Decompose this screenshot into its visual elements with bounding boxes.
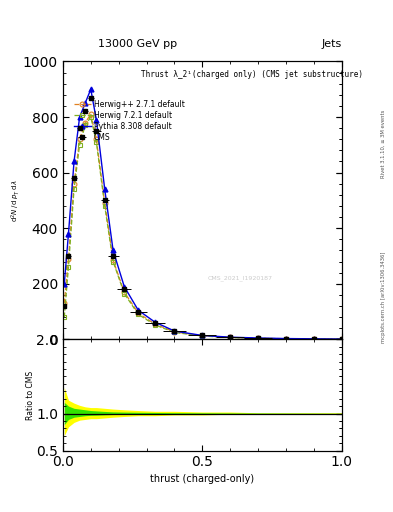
Line: Herwig++ 2.7.1 default: Herwig++ 2.7.1 default xyxy=(62,112,344,342)
Pythia 8.308 default xyxy=(228,334,233,340)
Pythia 8.308 default xyxy=(66,231,71,237)
Text: mcplots.cern.ch [arXiv:1306.3436]: mcplots.cern.ch [arXiv:1306.3436] xyxy=(381,251,386,343)
Pythia 8.308 default xyxy=(340,336,344,342)
Herwig++ 2.7.1 default xyxy=(340,336,344,342)
Herwig++ 2.7.1 default xyxy=(77,136,82,142)
Herwig 7.2.1 default xyxy=(94,139,99,145)
Herwig 7.2.1 default xyxy=(228,334,233,340)
Herwig++ 2.7.1 default xyxy=(200,333,205,339)
Text: 13000 GeV pp: 13000 GeV pp xyxy=(98,38,177,49)
Line: Herwig 7.2.1 default: Herwig 7.2.1 default xyxy=(62,115,344,342)
Herwig++ 2.7.1 default xyxy=(88,111,93,117)
Text: Rivet 3.1.10, ≥ 3M events: Rivet 3.1.10, ≥ 3M events xyxy=(381,109,386,178)
Pythia 8.308 default xyxy=(94,117,99,123)
Herwig 7.2.1 default xyxy=(340,336,344,342)
Line: Pythia 8.308 default: Pythia 8.308 default xyxy=(62,87,344,342)
Pythia 8.308 default xyxy=(284,335,288,342)
Herwig 7.2.1 default xyxy=(102,203,107,209)
Herwig 7.2.1 default xyxy=(62,314,67,320)
Pythia 8.308 default xyxy=(88,86,93,92)
Herwig++ 2.7.1 default xyxy=(312,336,316,342)
Pythia 8.308 default xyxy=(72,158,76,164)
Herwig 7.2.1 default xyxy=(136,311,141,317)
Pythia 8.308 default xyxy=(111,247,116,253)
Herwig 7.2.1 default xyxy=(66,264,71,270)
Text: Thrust λ_2¹(charged only) (CMS jet substructure): Thrust λ_2¹(charged only) (CMS jet subst… xyxy=(141,70,363,79)
Pythia 8.308 default xyxy=(152,319,157,325)
Herwig++ 2.7.1 default xyxy=(94,136,99,142)
Pythia 8.308 default xyxy=(172,328,177,334)
Herwig 7.2.1 default xyxy=(122,290,127,296)
Herwig 7.2.1 default xyxy=(111,259,116,265)
X-axis label: thrust (charged-only): thrust (charged-only) xyxy=(151,474,254,484)
Pythia 8.308 default xyxy=(200,332,205,338)
Herwig 7.2.1 default xyxy=(284,336,288,342)
Legend: Herwig++ 2.7.1 default, Herwig 7.2.1 default, Pythia 8.308 default, CMS: Herwig++ 2.7.1 default, Herwig 7.2.1 def… xyxy=(72,99,186,143)
Herwig++ 2.7.1 default xyxy=(152,321,157,327)
Herwig++ 2.7.1 default xyxy=(102,200,107,206)
Herwig 7.2.1 default xyxy=(200,333,205,339)
Herwig++ 2.7.1 default xyxy=(83,119,88,125)
Herwig 7.2.1 default xyxy=(256,335,261,342)
Pythia 8.308 default xyxy=(122,284,127,290)
Pythia 8.308 default xyxy=(102,186,107,193)
Herwig++ 2.7.1 default xyxy=(228,334,233,340)
Herwig++ 2.7.1 default xyxy=(172,329,177,335)
Text: CMS_2021_I1920187: CMS_2021_I1920187 xyxy=(208,275,273,281)
Herwig++ 2.7.1 default xyxy=(62,300,67,306)
Herwig++ 2.7.1 default xyxy=(111,257,116,263)
Herwig 7.2.1 default xyxy=(77,142,82,148)
Text: Jets: Jets xyxy=(321,38,342,49)
Pythia 8.308 default xyxy=(312,336,316,342)
Herwig++ 2.7.1 default xyxy=(66,255,71,262)
Y-axis label: $\mathrm{d}^2N\,/\,\mathrm{d}\,p_T\,\mathrm{d}\,\lambda$: $\mathrm{d}^2N\,/\,\mathrm{d}\,p_T\,\mat… xyxy=(9,179,22,222)
Y-axis label: Ratio to CMS: Ratio to CMS xyxy=(26,370,35,419)
Pythia 8.308 default xyxy=(256,335,261,341)
Pythia 8.308 default xyxy=(136,307,141,313)
Herwig 7.2.1 default xyxy=(312,336,316,342)
Pythia 8.308 default xyxy=(83,100,88,106)
Pythia 8.308 default xyxy=(62,281,67,287)
Herwig++ 2.7.1 default xyxy=(136,310,141,316)
Herwig++ 2.7.1 default xyxy=(256,335,261,342)
Herwig++ 2.7.1 default xyxy=(72,181,76,187)
Herwig 7.2.1 default xyxy=(83,122,88,129)
Herwig++ 2.7.1 default xyxy=(284,336,288,342)
Herwig 7.2.1 default xyxy=(172,329,177,335)
Herwig++ 2.7.1 default xyxy=(122,289,127,295)
Herwig 7.2.1 default xyxy=(88,114,93,120)
Pythia 8.308 default xyxy=(77,114,82,120)
Herwig 7.2.1 default xyxy=(72,186,76,193)
Herwig 7.2.1 default xyxy=(152,322,157,328)
